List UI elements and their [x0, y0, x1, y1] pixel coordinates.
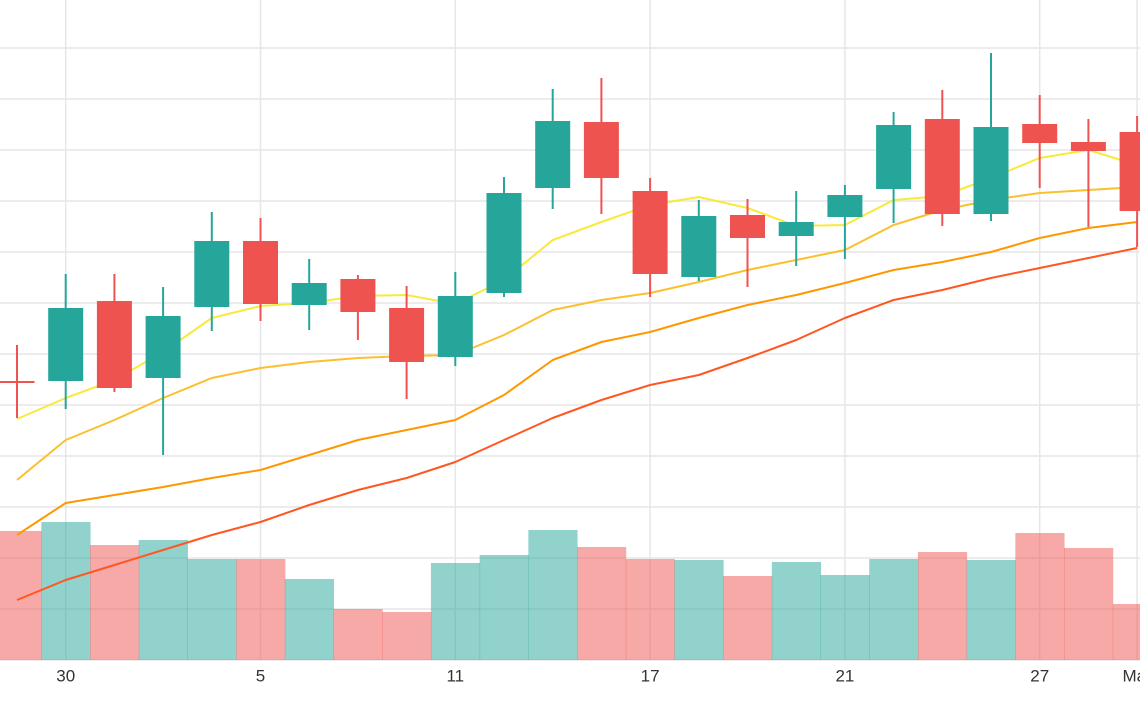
- volume-bar: [284, 579, 335, 660]
- candle-body: [924, 119, 960, 214]
- candle-body: [48, 308, 84, 381]
- candle-body: [194, 241, 230, 307]
- candle-body: [0, 381, 35, 383]
- candle-body: [632, 191, 668, 274]
- x-tick-label: Mar: [1122, 666, 1140, 685]
- volume-bar: [771, 562, 822, 660]
- volume-bar: [187, 559, 237, 660]
- volume-bar: [1064, 548, 1114, 660]
- volume-bar: [674, 560, 724, 660]
- volume-bar: [382, 612, 432, 660]
- candle-body: [1070, 142, 1106, 151]
- volume-bar: [820, 575, 870, 660]
- candle-body: [876, 125, 912, 189]
- volume-bar: [723, 576, 773, 660]
- volume-bar: [966, 560, 1016, 660]
- volume-bar: [236, 559, 286, 660]
- volume-bar: [917, 552, 968, 660]
- candle-body: [340, 279, 376, 312]
- candle-body: [681, 216, 717, 277]
- candle-body: [583, 122, 619, 178]
- candle-body: [730, 215, 765, 238]
- x-tick-label: 21: [835, 666, 854, 685]
- moving-average-line: [16, 247, 1138, 601]
- candle-body: [243, 241, 278, 304]
- moving-average-line: [16, 149, 1138, 420]
- candle-body: [827, 195, 863, 217]
- candle-body: [973, 127, 1009, 214]
- x-tick-label: 17: [641, 666, 660, 685]
- candle-body: [1119, 132, 1140, 211]
- candle-body: [486, 193, 522, 293]
- candle-body: [145, 316, 181, 378]
- x-tick-label: 27: [1030, 666, 1049, 685]
- volume-bar: [430, 563, 481, 660]
- candle-body: [291, 283, 327, 305]
- volume-bar: [577, 547, 627, 660]
- candle-body: [1022, 124, 1058, 143]
- x-tick-label: 11: [446, 666, 464, 685]
- volume-bar: [1112, 604, 1140, 660]
- volume-bar: [528, 530, 578, 660]
- candle-body: [96, 301, 132, 388]
- volume-bar: [333, 609, 383, 660]
- x-tick-label: 30: [56, 666, 75, 685]
- volume-bar: [90, 545, 140, 660]
- candle-body: [535, 121, 571, 188]
- volume-bar: [41, 522, 91, 660]
- volume-bar: [869, 559, 919, 660]
- volume-bar: [479, 555, 529, 660]
- candle-body: [437, 296, 473, 357]
- volume-bar: [138, 540, 188, 660]
- volume-bar: [0, 531, 42, 660]
- moving-average-line: [16, 221, 1138, 536]
- volume-bar: [1015, 533, 1065, 660]
- candle-body: [389, 308, 425, 362]
- candle-body: [778, 222, 814, 236]
- x-tick-label: 5: [256, 666, 265, 685]
- volume-bar: [625, 559, 675, 660]
